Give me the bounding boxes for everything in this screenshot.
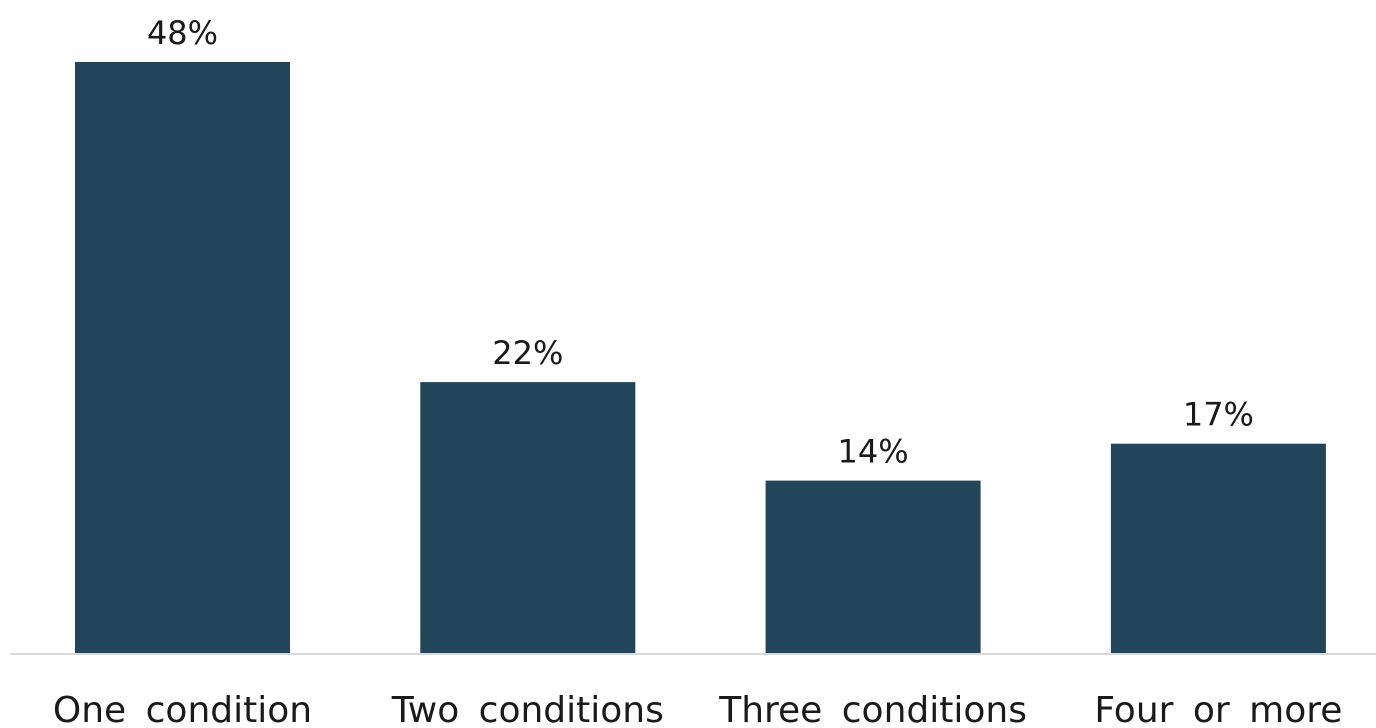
data-label-4: 17% [1183,396,1254,434]
category-label-3: Three conditions [718,690,1027,728]
category-label-2: Two conditions [391,690,664,728]
bar-3 [765,480,981,653]
data-label-2: 22% [492,334,563,372]
bar-4 [1110,443,1326,653]
bars-group [75,62,1326,653]
data-labels-group: 48% 22% 14% 17% [147,14,1254,471]
category-label-4: Four or more [1094,690,1342,728]
bar-1 [75,62,290,653]
data-label-3: 14% [838,433,909,471]
bar-2 [420,382,636,653]
category-labels-group: One condition Two conditions Three conditi… [53,690,1343,728]
data-label-1: 48% [147,14,218,52]
category-label-1: One condition [53,690,312,728]
